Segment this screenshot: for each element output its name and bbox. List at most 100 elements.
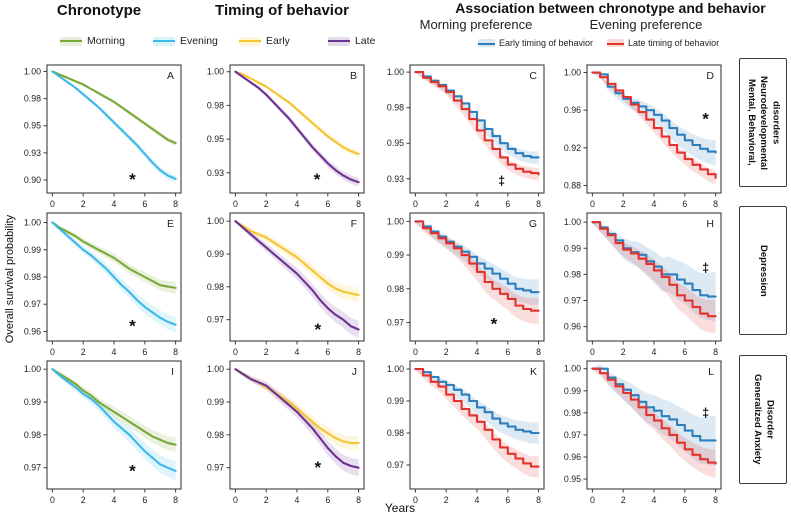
- x-tick-label: 4: [475, 347, 480, 357]
- legend-swatch-icon: [60, 36, 82, 46]
- row-label-depression: Depression: [758, 244, 770, 297]
- panel-letter: C: [529, 70, 537, 82]
- x-tick-label: 6: [142, 199, 147, 209]
- panel-L: 1.00 0.99 0.98 0.97 0.96 0.95 0 2 4 6 8 L ‡: [564, 360, 722, 505]
- panel-C: 1.00 0.98 0.95 0.93 0 2 4 6 8 C ‡: [387, 64, 545, 209]
- panel-letter: J: [352, 366, 357, 378]
- x-tick-label: 6: [142, 347, 147, 357]
- plot-area: [230, 361, 364, 489]
- y-tick-label: 1.00: [24, 67, 41, 77]
- x-tick-label: 8: [173, 347, 178, 357]
- x-tick-label: 8: [713, 347, 718, 357]
- y-tick-label: 0.98: [24, 272, 41, 282]
- panel-H: 1.00 0.99 0.98 0.97 0.96 0 2 4 6 8 H ‡: [564, 212, 722, 357]
- row-label-box-mental-behavioral: Mental, Behavioral, Neurodevelopmental d…: [739, 58, 787, 187]
- x-tick-label: 6: [325, 199, 330, 209]
- x-tick-label: 2: [264, 347, 269, 357]
- x-tick-label: 2: [81, 495, 86, 505]
- y-tick-label: 0.98: [564, 269, 581, 279]
- y-tick-label: 0.97: [564, 296, 581, 306]
- y-tick-label: 0.98: [24, 94, 41, 104]
- legend-label: Early: [266, 35, 290, 47]
- legend-swatch-icon: [239, 36, 261, 46]
- x-tick-label: 2: [444, 347, 449, 357]
- legend-label: Evening: [179, 35, 218, 47]
- x-tick-label: 6: [682, 347, 687, 357]
- panel-K: 1.00 0.99 0.98 0.97 0 2 4 6 8 K: [387, 360, 545, 505]
- series-line-late: [234, 70, 360, 184]
- panel-letter: H: [706, 218, 714, 230]
- confidence-band: [415, 71, 539, 181]
- y-tick-label: 0.96: [564, 322, 581, 332]
- y-tick-label: 0.99: [564, 386, 581, 396]
- x-tick-label: 8: [173, 199, 178, 209]
- x-tick-label: 4: [112, 347, 117, 357]
- x-tick-label: 4: [295, 347, 300, 357]
- y-tick-label: 1.00: [387, 364, 404, 374]
- series-line-evening: [51, 368, 177, 472]
- x-tick-label: 4: [652, 347, 657, 357]
- curves-group: [591, 221, 717, 333]
- panel-letter: I: [171, 366, 174, 378]
- series-line-evening: [51, 70, 177, 180]
- significance-marker: *: [129, 170, 136, 189]
- legend-item-morning: Morning: [60, 35, 125, 47]
- x-tick-label: 8: [713, 495, 718, 505]
- y-tick-label: 0.96: [564, 105, 581, 115]
- x-tick-label: 8: [536, 199, 541, 209]
- legend-item-late: Late: [327, 35, 375, 47]
- y-tick-label: 0.92: [564, 143, 581, 153]
- column-title-association: Association between chronotype and behav…: [455, 0, 766, 16]
- y-tick-label: 1.00: [387, 67, 404, 77]
- panel-letter: K: [530, 366, 537, 378]
- legend-label: Late timing of behavior: [628, 38, 720, 48]
- y-tick-label: 0.97: [387, 460, 404, 470]
- x-tick-label: 8: [713, 199, 718, 209]
- y-tick-label: 0.99: [24, 245, 41, 255]
- legend-item-late-timing-of-behavior: Late timing of behavior: [607, 38, 719, 48]
- panel-letter: E: [167, 218, 174, 230]
- y-tick-label: 1.00: [24, 364, 41, 374]
- series-line-late: [234, 368, 360, 469]
- x-tick-label: 8: [356, 495, 361, 505]
- y-tick-label: 1.00: [24, 218, 41, 228]
- x-tick-label: 2: [81, 347, 86, 357]
- row-label-mental-behavioral: Mental, Behavioral, Neurodevelopmental d…: [745, 75, 782, 170]
- x-tick-label: 8: [356, 199, 361, 209]
- legend-line-icon: [239, 40, 261, 42]
- legend-item-early: Early: [239, 35, 290, 47]
- x-tick-label: 4: [112, 199, 117, 209]
- x-tick-label: 2: [444, 199, 449, 209]
- panel-letter: D: [706, 70, 714, 82]
- panel-G: 1.00 0.99 0.98 0.97 0 2 4 6 8 G *: [387, 212, 545, 357]
- legend-timing: Early Late: [239, 35, 375, 47]
- y-tick-label: 0.97: [207, 315, 224, 325]
- x-tick-label: 6: [505, 347, 510, 357]
- y-tick-label: 1.00: [564, 217, 581, 227]
- series-line-evening: [51, 221, 177, 326]
- y-tick-label: 1.00: [387, 216, 404, 226]
- x-tick-label: 2: [444, 495, 449, 505]
- plot-area: [587, 361, 721, 489]
- legend-label: Early timing of behavior: [499, 38, 594, 48]
- x-tick-label: 0: [413, 199, 418, 209]
- y-tick-label: 0.90: [24, 175, 41, 185]
- y-tick-label: 0.98: [24, 430, 41, 440]
- legend-swatch-icon: [607, 39, 625, 47]
- y-tick-label: 0.97: [24, 299, 41, 309]
- curves-group: [234, 367, 360, 477]
- x-tick-label: 0: [590, 495, 595, 505]
- x-tick-label: 6: [505, 199, 510, 209]
- x-tick-label: 2: [621, 347, 626, 357]
- row-label-box-gad: Generalized Anxiety Disorder: [739, 355, 787, 484]
- series-line-late-timing-of-behavior: [414, 367, 540, 468]
- y-tick-label: 0.98: [207, 100, 224, 110]
- series-line-late: [234, 220, 360, 331]
- curves-group: [414, 220, 540, 324]
- subtitle-evening-preference: Evening preference: [589, 17, 703, 32]
- x-axis-label: Years: [384, 501, 416, 515]
- y-tick-label: 0.98: [387, 284, 404, 294]
- legend-line-icon: [607, 42, 625, 45]
- subtitle-morning-preference: Morning preference: [419, 17, 533, 32]
- significance-marker: *: [129, 461, 136, 480]
